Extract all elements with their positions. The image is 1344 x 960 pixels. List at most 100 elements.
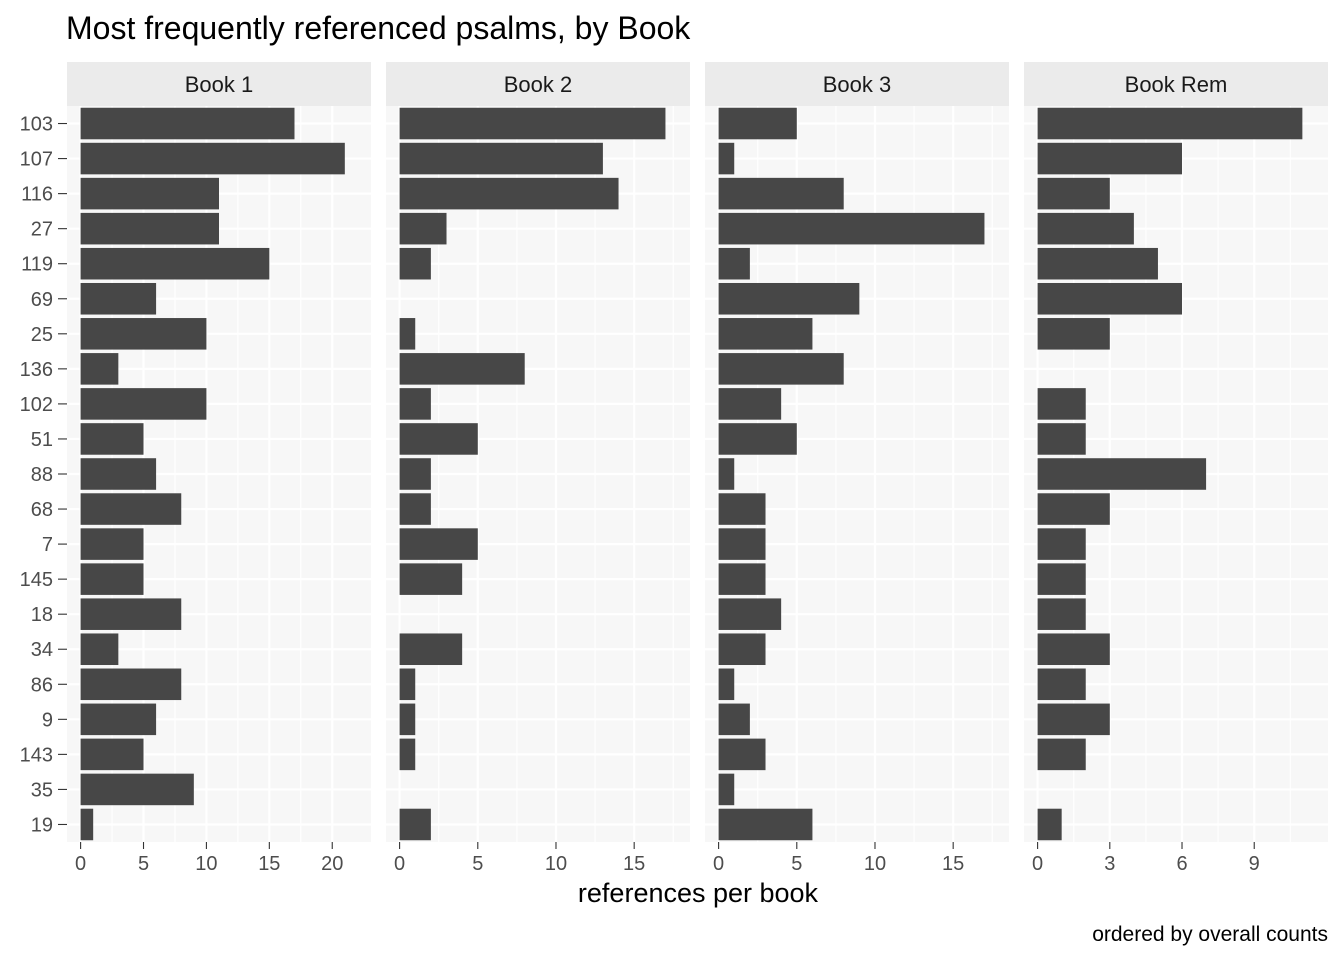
x-tick-label: 10: [195, 853, 217, 875]
x-tick-label: 6: [1176, 853, 1187, 875]
bar-25: [1037, 318, 1110, 350]
bar-34: [1037, 633, 1110, 666]
bar-107: [399, 142, 603, 175]
facet-strip: [705, 62, 1009, 106]
x-tick-label: 15: [623, 853, 645, 875]
bar-7: [80, 528, 144, 560]
y-tick-label-68: 68: [31, 499, 53, 521]
bar-18: [1037, 598, 1086, 630]
bar-116: [399, 177, 619, 210]
bar-19: [718, 808, 813, 841]
facet-strip-label: Book 1: [185, 72, 254, 97]
bar-103: [1037, 107, 1303, 140]
bar-19: [1037, 808, 1062, 841]
y-tick-label-25: 25: [31, 324, 53, 346]
y-tick-label-9: 9: [42, 709, 53, 731]
bar-34: [718, 633, 766, 666]
x-tick-label: 3: [1104, 853, 1115, 875]
bar-68: [718, 493, 766, 525]
bar-9: [1037, 703, 1110, 736]
y-tick-label-145: 145: [20, 569, 53, 591]
bar-68: [80, 493, 182, 525]
bar-116: [718, 177, 844, 210]
y-tick-label-69: 69: [31, 289, 53, 311]
y-tick-label-86: 86: [31, 674, 53, 696]
bar-102: [80, 388, 207, 420]
bar-86: [1037, 668, 1086, 701]
bar-7: [1037, 528, 1086, 560]
bar-25: [718, 318, 813, 350]
facet-strip: [1024, 62, 1328, 106]
bar-35: [80, 773, 194, 806]
bar-102: [1037, 388, 1086, 420]
bar-69: [80, 282, 157, 315]
bar-9: [399, 703, 416, 736]
bar-68: [1037, 493, 1110, 525]
bar-18: [80, 598, 182, 630]
bar-136: [80, 353, 119, 385]
bar-102: [718, 388, 782, 420]
facet-book-rem: Book Rem 0 3 6 9: [1024, 62, 1328, 875]
bar-116: [80, 177, 219, 210]
bar-18: [718, 598, 782, 630]
bar-25: [80, 318, 207, 350]
bar-119: [399, 247, 431, 280]
bar-34: [80, 633, 119, 666]
x-tick-label: 10: [864, 853, 886, 875]
bar-19: [80, 808, 94, 841]
x-tick-label: 10: [545, 853, 567, 875]
bar-27: [80, 212, 219, 245]
y-tick-label-119: 119: [21, 254, 53, 276]
facet-book-3: Book 3 0 5 10 15: [705, 62, 1009, 875]
x-tick-label: 0: [394, 853, 405, 875]
facet-strip-label: Book 2: [504, 72, 573, 97]
x-tick-label: 20: [321, 853, 343, 875]
y-tick-label-116: 116: [21, 184, 53, 206]
bar-88: [399, 458, 431, 490]
bar-102: [399, 388, 431, 420]
bar-34: [399, 633, 463, 666]
y-tick-label-88: 88: [31, 464, 53, 486]
y-tick-label-27: 27: [31, 219, 53, 241]
bar-143: [718, 738, 766, 771]
bar-25: [399, 318, 416, 350]
chart-caption: ordered by overall counts: [1092, 923, 1328, 946]
y-tick-label-102: 102: [20, 394, 53, 416]
bar-145: [1037, 563, 1086, 595]
x-axis-title: references per book: [578, 878, 819, 908]
bar-145: [718, 563, 766, 595]
x-tick-label: 5: [138, 853, 149, 875]
bar-107: [1037, 142, 1183, 175]
bar-145: [399, 563, 463, 595]
x-tick-label: 0: [1032, 853, 1043, 875]
y-tick-label-34: 34: [31, 639, 53, 661]
bar-7: [718, 528, 766, 560]
bar-19: [399, 808, 431, 841]
bar-119: [1037, 247, 1158, 280]
bar-69: [1037, 282, 1183, 315]
y-tick-label-7: 7: [42, 534, 53, 556]
y-tick-label-107: 107: [20, 149, 53, 171]
bar-107: [718, 142, 735, 175]
x-tick-label: 5: [472, 853, 483, 875]
x-tick-label: 0: [713, 853, 724, 875]
bar-143: [1037, 738, 1086, 771]
x-tick-label: 15: [942, 853, 964, 875]
x-tick-label: 5: [791, 853, 802, 875]
facet-strip: [386, 62, 690, 106]
bar-119: [718, 247, 750, 280]
y-tick-label-18: 18: [31, 604, 53, 626]
y-tick-label-143: 143: [20, 744, 53, 766]
bar-143: [80, 738, 144, 771]
facet-strip: [67, 62, 371, 106]
chart-title: Most frequently referenced psalms, by Bo…: [66, 10, 691, 46]
y-axis: 103 107 116 27 119 69 25 136 102 51 88 68 7 145 18 34 86…: [20, 114, 67, 836]
y-tick-label-136: 136: [20, 359, 53, 381]
bar-51: [1037, 423, 1086, 455]
bar-35: [718, 773, 735, 806]
bar-7: [399, 528, 478, 560]
facet-strip-label: Book 3: [823, 72, 892, 97]
y-tick-label-35: 35: [31, 779, 53, 801]
